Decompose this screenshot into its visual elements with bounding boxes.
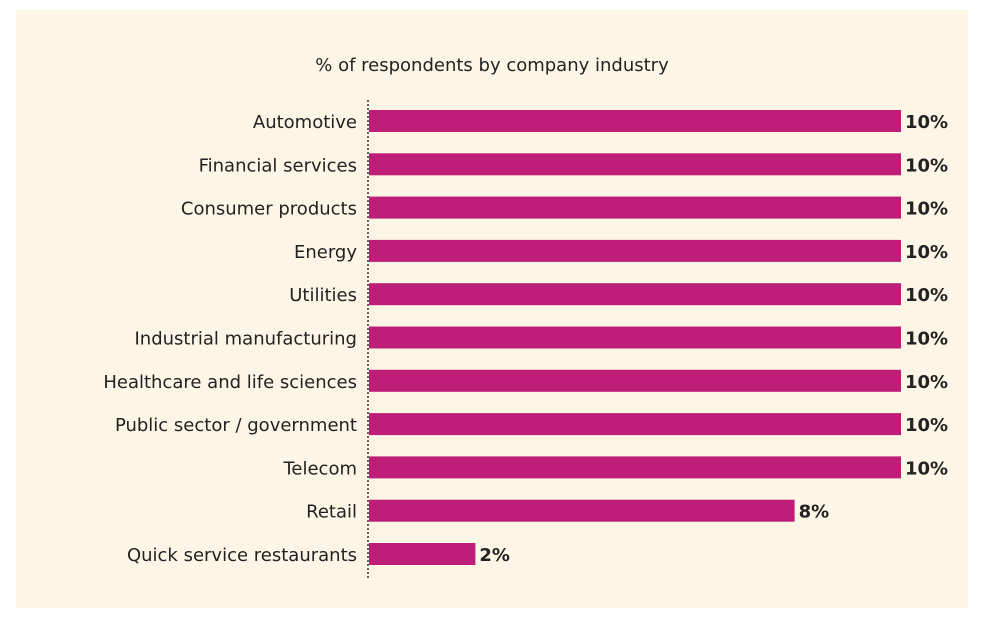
value-label: 10% — [905, 112, 948, 133]
category-label: Consumer products — [181, 199, 357, 220]
bar — [369, 413, 901, 436]
bar — [369, 499, 795, 522]
category-label: Utilities — [289, 285, 357, 306]
value-label: 2% — [479, 545, 510, 566]
bar — [369, 196, 901, 219]
value-label: 10% — [905, 242, 948, 263]
value-label: 10% — [905, 285, 948, 306]
category-label: Telecom — [282, 458, 357, 479]
value-label: 10% — [905, 329, 948, 350]
category-label: Financial services — [199, 155, 357, 176]
category-label: Retail — [306, 502, 357, 523]
value-label: 10% — [905, 199, 948, 220]
bar — [369, 239, 901, 262]
bar — [369, 456, 901, 479]
chart-title: % of respondents by company industry — [315, 55, 669, 76]
category-label: Energy — [294, 242, 357, 263]
bar — [369, 110, 901, 132]
value-label: 10% — [905, 372, 948, 393]
bar — [369, 283, 901, 306]
bar — [369, 326, 901, 349]
value-label: 10% — [905, 415, 948, 436]
bar — [369, 369, 901, 392]
value-label: 10% — [905, 458, 948, 479]
category-label: Healthcare and life sciences — [103, 372, 357, 393]
category-label: Quick service restaurants — [127, 545, 357, 566]
bar — [369, 543, 476, 565]
category-label: Public sector / government — [115, 415, 357, 436]
value-label: 8% — [799, 502, 830, 523]
value-label: 10% — [905, 155, 948, 176]
category-label: Automotive — [253, 112, 357, 133]
category-label: Industrial manufacturing — [135, 329, 358, 350]
bar — [369, 153, 901, 176]
